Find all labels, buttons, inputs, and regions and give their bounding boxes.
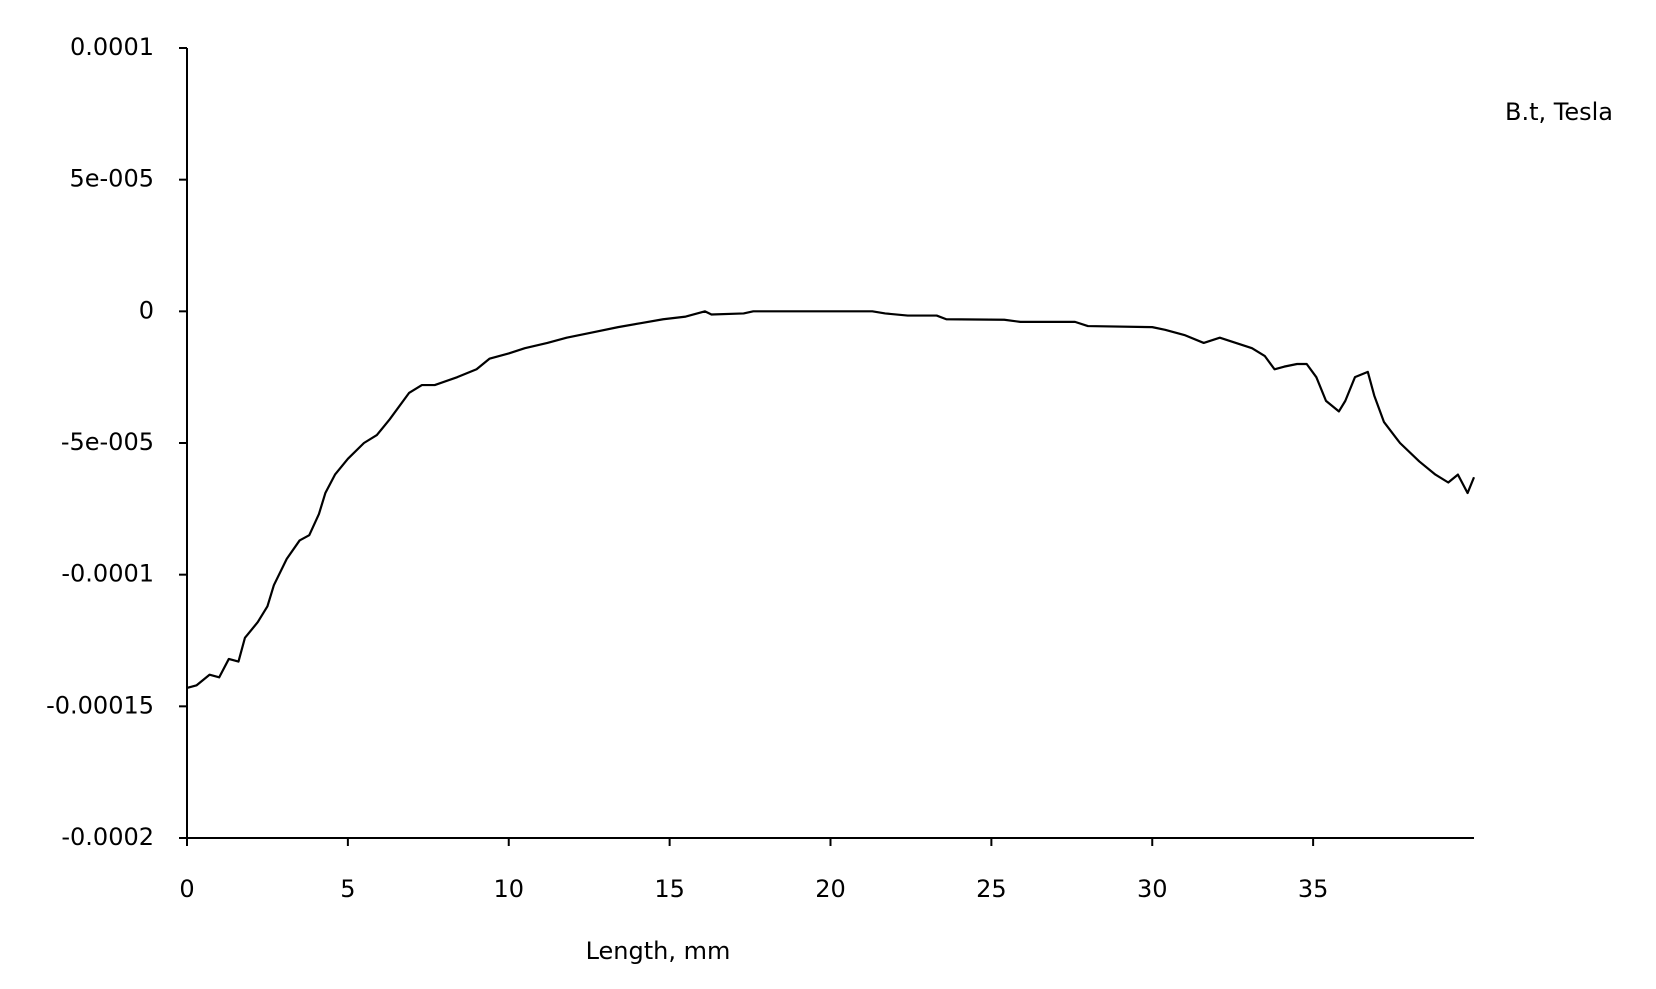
- y-tick-label: -0.00015: [46, 691, 154, 719]
- x-tick-label: 15: [654, 875, 685, 903]
- y-tick-label: 0.0001: [70, 33, 154, 61]
- x-tick-label: 10: [493, 875, 524, 903]
- x-axis-label: Length, mm: [586, 937, 731, 965]
- y-tick-label: -5e-005: [61, 428, 154, 456]
- x-tick-label: 25: [976, 875, 1007, 903]
- x-tick-label: 5: [340, 875, 355, 903]
- y-tick-label: -0.0001: [61, 560, 154, 588]
- data-line: [186, 310, 1476, 689]
- x-tick-label: 35: [1298, 875, 1329, 903]
- y-tick-label: 0: [139, 296, 154, 324]
- x-tick-label: 20: [815, 875, 846, 903]
- x-tick-label: 0: [179, 875, 194, 903]
- y-tick-label: -0.0002: [61, 823, 154, 851]
- y-tick-label: 5e-005: [69, 165, 154, 193]
- x-tick-label: 30: [1137, 875, 1168, 903]
- legend-label: B.t, Tesla: [1505, 98, 1613, 126]
